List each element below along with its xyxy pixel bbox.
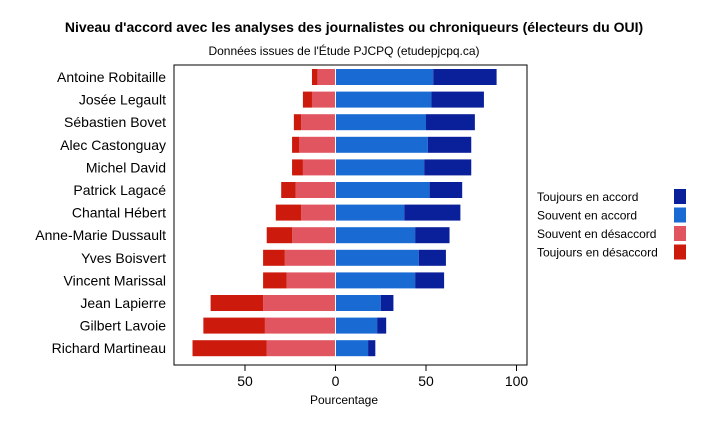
- bar-souvent-accord-michel-david: [335, 159, 425, 176]
- category-label-alec-castonguay: Alec Castonguay: [60, 137, 166, 153]
- bar-toujours-accord-michel-david: [424, 159, 472, 176]
- x-tick-label: 0: [332, 373, 340, 389]
- bar-souvent-desaccord-richard-martineau: [266, 340, 336, 357]
- bar-toujours-accord-anne-marie-dussault: [415, 227, 450, 244]
- bar-souvent-accord-patrick-lagace: [335, 182, 430, 198]
- legend-label-toujours-en-accord: Toujours en accord: [537, 190, 638, 204]
- bar-souvent-desaccord-josee-legault: [311, 91, 336, 108]
- bar-souvent-accord-anne-marie-dussault: [335, 227, 416, 244]
- x-tick-label: 50: [418, 373, 434, 389]
- bar-toujours-desaccord-josee-legault: [302, 91, 312, 108]
- x-tick-label: 100: [505, 373, 529, 389]
- bar-souvent-desaccord-yves-boisvert: [284, 249, 336, 266]
- legend-swatch-toujours-en-accord: [674, 189, 686, 204]
- bar-souvent-desaccord-alec-castonguay: [299, 136, 336, 153]
- bar-toujours-desaccord-antoine-robitaille: [311, 69, 318, 85]
- bar-souvent-desaccord-patrick-lagace: [295, 182, 336, 198]
- bar-souvent-desaccord-gilbert-lavoie: [264, 317, 336, 334]
- bar-souvent-desaccord-michel-david: [302, 159, 336, 176]
- bar-toujours-accord-josee-legault: [431, 91, 484, 108]
- bar-souvent-accord-yves-boisvert: [335, 249, 419, 266]
- bar-toujours-accord-chantal-hebert: [404, 204, 461, 221]
- bar-toujours-accord-alec-castonguay: [427, 136, 472, 153]
- category-label-sebastien-bovet: Sébastien Bovet: [64, 114, 166, 130]
- bar-toujours-desaccord-vincent-marissal: [263, 272, 287, 289]
- bar-toujours-desaccord-jean-lapierre: [210, 295, 264, 311]
- plot-frame: [173, 64, 528, 366]
- bar-souvent-desaccord-vincent-marissal: [286, 272, 336, 289]
- bar-souvent-accord-josee-legault: [335, 91, 432, 108]
- bar-group: [192, 69, 497, 357]
- bar-toujours-desaccord-chantal-hebert: [275, 204, 302, 221]
- bar-souvent-accord-antoine-robitaille: [335, 69, 434, 85]
- bar-souvent-desaccord-jean-lapierre: [263, 295, 336, 311]
- bar-toujours-desaccord-gilbert-lavoie: [203, 317, 265, 334]
- bar-toujours-desaccord-sebastien-bovet: [293, 114, 302, 131]
- bar-toujours-desaccord-alec-castonguay: [292, 136, 300, 153]
- bar-souvent-desaccord-anne-marie-dussault: [292, 227, 336, 244]
- category-label-yves-boisvert: Yves Boisvert: [81, 250, 166, 266]
- x-axis: 50 0 50 100: [237, 365, 528, 389]
- bar-toujours-desaccord-michel-david: [292, 159, 303, 176]
- legend-swatch-souvent-en-accord: [674, 207, 686, 223]
- x-tick-label: 50: [237, 373, 253, 389]
- bar-souvent-accord-alec-castonguay: [335, 136, 428, 153]
- category-label-antoine-robitaille: Antoine Robitaille: [57, 69, 166, 85]
- chart-title: Niveau d'accord avec les analyses des jo…: [65, 19, 643, 35]
- x-axis-label: Pourcentage: [310, 393, 378, 407]
- bar-toujours-accord-richard-martineau: [368, 340, 376, 357]
- legend-swatch-souvent-en-desaccord: [674, 226, 686, 241]
- bar-souvent-desaccord-antoine-robitaille: [317, 69, 336, 85]
- bar-toujours-accord-jean-lapierre: [380, 295, 394, 311]
- category-label-vincent-marissal: Vincent Marissal: [64, 272, 166, 288]
- bar-toujours-accord-patrick-lagace: [429, 182, 463, 198]
- bar-toujours-desaccord-yves-boisvert: [263, 249, 285, 266]
- bar-souvent-accord-gilbert-lavoie: [335, 317, 378, 334]
- chart-subtitle: Données issues de l'Étude PJCPQ (etudepj…: [208, 43, 479, 58]
- category-label-gilbert-lavoie: Gilbert Lavoie: [80, 318, 167, 334]
- bar-souvent-accord-jean-lapierre: [335, 295, 381, 311]
- bar-toujours-accord-sebastien-bovet: [426, 114, 475, 131]
- legend-label-souvent-en-accord: Souvent en accord: [537, 209, 637, 223]
- legend: Toujours en accord Souvent en accord Souve…: [537, 189, 686, 260]
- bar-souvent-accord-vincent-marissal: [335, 272, 416, 289]
- legend-label-toujours-en-desaccord: Toujours en désaccord: [537, 246, 658, 260]
- bar-toujours-desaccord-richard-martineau: [192, 340, 267, 357]
- category-label-richard-martineau: Richard Martineau: [52, 340, 166, 356]
- bar-toujours-desaccord-patrick-lagace: [281, 182, 296, 198]
- bar-toujours-accord-vincent-marissal: [415, 272, 445, 289]
- bar-toujours-accord-gilbert-lavoie: [377, 317, 387, 334]
- bar-souvent-accord-richard-martineau: [335, 340, 369, 357]
- category-label-michel-david: Michel David: [86, 159, 166, 175]
- category-labels: Antoine Robitaille Josée Legault Sébastien…: [35, 69, 166, 356]
- legend-swatch-toujours-en-desaccord: [674, 244, 686, 260]
- bar-toujours-accord-antoine-robitaille: [433, 69, 497, 85]
- category-label-anne-marie-dussault: Anne-Marie Dussault: [35, 227, 166, 243]
- bar-souvent-accord-chantal-hebert: [335, 204, 405, 221]
- bar-toujours-desaccord-anne-marie-dussault: [266, 227, 293, 244]
- bar-souvent-desaccord-chantal-hebert: [301, 204, 336, 221]
- bar-toujours-accord-yves-boisvert: [418, 249, 446, 266]
- legend-label-souvent-en-desaccord: Souvent en désaccord: [537, 227, 656, 241]
- category-label-patrick-lagace: Patrick Lagacé: [73, 182, 166, 198]
- category-label-chantal-hebert: Chantal Hébert: [72, 205, 166, 221]
- bar-souvent-accord-sebastien-bovet: [335, 114, 426, 131]
- bar-souvent-desaccord-sebastien-bovet: [301, 114, 336, 131]
- category-label-josee-legault: Josée Legault: [79, 92, 166, 108]
- category-label-jean-lapierre: Jean Lapierre: [80, 295, 166, 311]
